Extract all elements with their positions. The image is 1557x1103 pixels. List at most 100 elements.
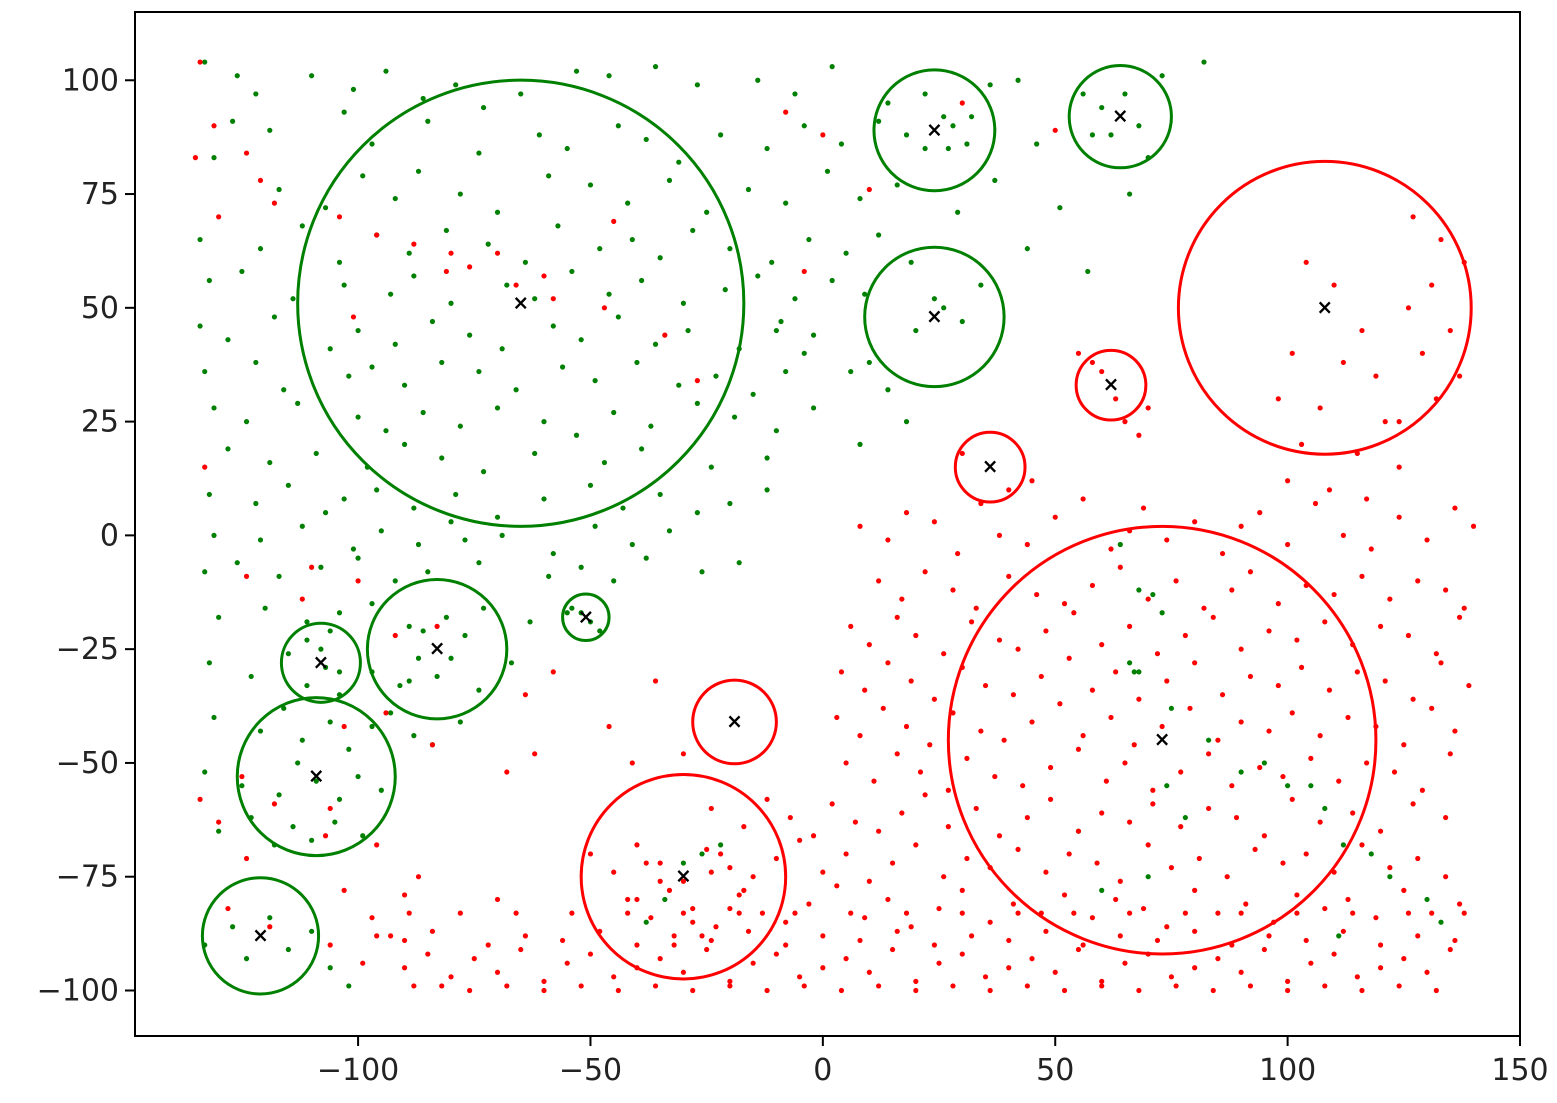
- green-data-point: [415, 655, 422, 661]
- green-data-point: [532, 296, 538, 302]
- red-data-point: [959, 887, 965, 893]
- red-data-point: [267, 924, 273, 930]
- green-data-point: [267, 127, 273, 133]
- plot-frame: [134, 11, 1521, 1037]
- red-data-point: [1113, 896, 1119, 903]
- red-data-point: [652, 983, 659, 989]
- red-data-point: [401, 892, 408, 898]
- red-data-point: [987, 987, 993, 994]
- green-data-point: [239, 783, 245, 789]
- red-data-point: [1336, 778, 1342, 784]
- green-data-point: [941, 305, 947, 311]
- red-data-point: [959, 910, 965, 916]
- red-data-point: [257, 177, 264, 183]
- red-data-point: [968, 619, 975, 625]
- red-data-point: [848, 910, 854, 916]
- green-data-point: [309, 928, 315, 934]
- red-data-point: [917, 769, 924, 775]
- red-data-point: [1443, 814, 1449, 821]
- green-data-point: [606, 291, 612, 297]
- green-data-point: [425, 118, 431, 124]
- red-data-point: [522, 692, 529, 698]
- red-data-point: [1224, 874, 1230, 880]
- red-data-point: [434, 623, 440, 630]
- green-data-point: [1164, 783, 1170, 789]
- green-data-point: [480, 104, 487, 111]
- red-data-point: [392, 632, 398, 639]
- green-data-point: [727, 246, 733, 252]
- red-data-point: [1099, 368, 1105, 375]
- green-data-point: [694, 400, 700, 406]
- red-data-point: [388, 933, 394, 939]
- green-data-point: [718, 842, 724, 848]
- x-tick-label: 100: [1259, 1053, 1316, 1088]
- green-data-point: [355, 555, 361, 561]
- red-data-point: [1247, 569, 1254, 575]
- red-data-point: [1154, 651, 1161, 657]
- green-data-point: [197, 236, 203, 243]
- green-data-point: [569, 268, 575, 275]
- green-data-point: [448, 300, 454, 306]
- red-data-point: [467, 987, 473, 994]
- red-data-point: [1331, 282, 1337, 288]
- green-data-point: [1126, 660, 1133, 666]
- red-data-point: [662, 332, 668, 338]
- red-data-point: [1182, 632, 1188, 639]
- red-data-point: [1298, 664, 1305, 670]
- red-data-point: [1117, 933, 1123, 939]
- red-data-point: [1043, 628, 1049, 634]
- red-data-point: [578, 983, 584, 989]
- green-data-point: [941, 114, 947, 120]
- green-data-point: [360, 833, 366, 839]
- y-tick-label: 75: [81, 177, 119, 212]
- red-data-point: [1043, 928, 1049, 934]
- green-data-point: [327, 719, 333, 725]
- red-data-point: [885, 660, 891, 666]
- green-data-point: [1117, 541, 1123, 548]
- red-data-point: [745, 928, 752, 934]
- green-data-point: [332, 819, 338, 825]
- red-data-point: [1359, 987, 1365, 994]
- green-data-point: [597, 628, 603, 634]
- green-data-point: [206, 491, 212, 498]
- red-data-point: [1140, 505, 1147, 511]
- green-data-point: [592, 523, 598, 529]
- red-data-point: [1438, 236, 1444, 243]
- green-data-point: [1136, 587, 1142, 593]
- red-data-point: [1354, 669, 1360, 675]
- green-data-point: [764, 145, 770, 152]
- red-data-point: [1164, 678, 1170, 684]
- red-data-point: [1159, 723, 1165, 730]
- green-data-point: [648, 423, 654, 429]
- red-data-point: [322, 833, 329, 839]
- red-data-point: [1322, 905, 1328, 912]
- red-data-point: [968, 933, 975, 939]
- red-data-point: [374, 842, 380, 848]
- green-data-point: [281, 705, 287, 711]
- green-data-point: [773, 428, 779, 434]
- green-data-point: [643, 555, 649, 561]
- red-data-point: [1433, 651, 1439, 657]
- red-data-point: [978, 728, 984, 734]
- cluster-circles: [200, 64, 1473, 996]
- green-data-point: [541, 496, 547, 502]
- green-data-point: [462, 537, 468, 543]
- green-data-point: [694, 510, 700, 516]
- green-data-point: [629, 541, 635, 548]
- red-data-point: [866, 642, 872, 648]
- red-data-point: [982, 682, 989, 689]
- red-data-point: [1034, 591, 1040, 598]
- red-data-point: [727, 983, 733, 989]
- red-data-point: [1075, 746, 1082, 752]
- green-data-point: [783, 200, 789, 206]
- red-data-point: [541, 273, 547, 279]
- red-data-point: [1145, 596, 1151, 602]
- green-data-point: [439, 359, 445, 366]
- red-data-point: [945, 824, 951, 830]
- green-data-point: [945, 145, 951, 152]
- red-data-point: [801, 983, 807, 989]
- red-data-point: [1243, 901, 1249, 907]
- green-cluster-circle: [279, 621, 362, 704]
- green-data-point: [369, 601, 375, 607]
- red-data-point: [1126, 623, 1133, 630]
